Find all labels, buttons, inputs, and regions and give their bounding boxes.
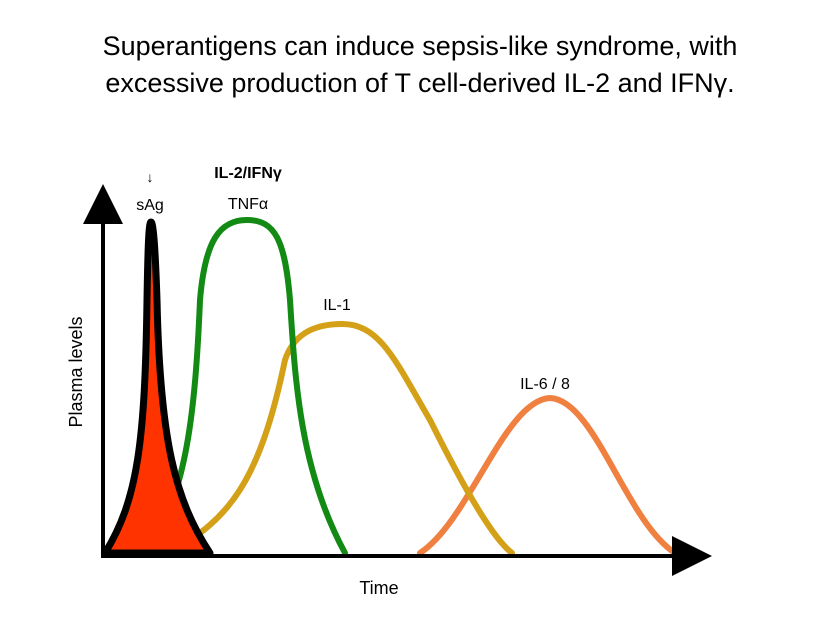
curve-il1	[165, 320, 515, 556]
label-sag: sAg	[136, 197, 164, 214]
marker-arrow: ↓	[147, 169, 154, 185]
slide-title: Superantigens can induce sepsis-like syn…	[40, 28, 800, 102]
curve-il6-8	[417, 394, 678, 556]
title-line-1: Superantigens can induce sepsis-like syn…	[102, 31, 738, 61]
label-il2-ifng: IL-2/IFNγ	[214, 165, 282, 182]
x-axis-label: Time	[359, 578, 398, 598]
title-line-2: excessive production of T cell-derived I…	[105, 68, 735, 98]
y-axis-label: Plasma levels	[66, 316, 86, 427]
label-il6-8: IL-6 / 8	[520, 376, 570, 393]
label-il1: IL-1	[323, 297, 351, 314]
curve-sag	[101, 218, 214, 557]
curve-tnfa	[142, 216, 348, 556]
label-tnfa: TNFα	[228, 196, 268, 213]
